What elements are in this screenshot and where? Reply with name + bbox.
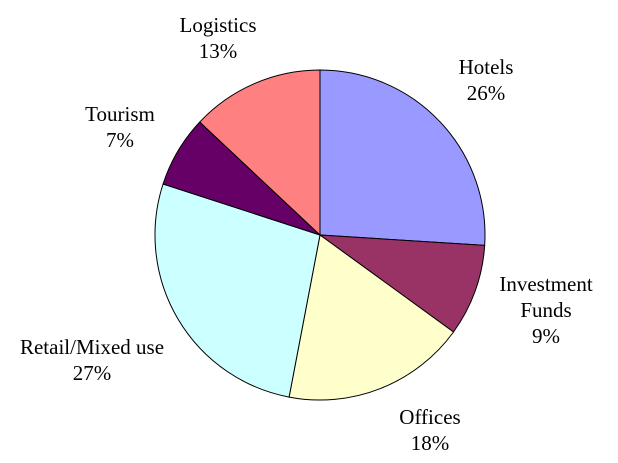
category-label: Investment Funds [499, 272, 593, 322]
value-label: 9% [532, 324, 560, 348]
pie-slice [199, 69, 321, 237]
slice-label: Tourism 7% [60, 101, 180, 153]
pie-slice [318, 234, 486, 333]
value-label: 27% [72, 361, 112, 385]
slice-label: Offices 18% [370, 404, 490, 456]
category-label: Logistics [179, 13, 257, 37]
slice-label: Retail/Mixed use 27% [7, 334, 177, 386]
pie-slice [154, 183, 321, 398]
value-label: 26% [466, 81, 506, 105]
slice-label: Investment Funds 9% [486, 271, 606, 349]
value-label: 7% [106, 128, 134, 152]
value-label: 18% [410, 431, 450, 455]
pie-slice [288, 234, 455, 401]
category-label: Retail/Mixed use [19, 335, 165, 359]
slice-label: Logistics 13% [158, 12, 278, 64]
category-label: Tourism [85, 102, 155, 126]
value-label: 13% [198, 39, 238, 63]
category-label: Hotels [458, 55, 514, 79]
category-label: Offices [399, 405, 461, 429]
pie-slice [319, 69, 486, 246]
slice-label: Hotels 26% [426, 54, 546, 106]
